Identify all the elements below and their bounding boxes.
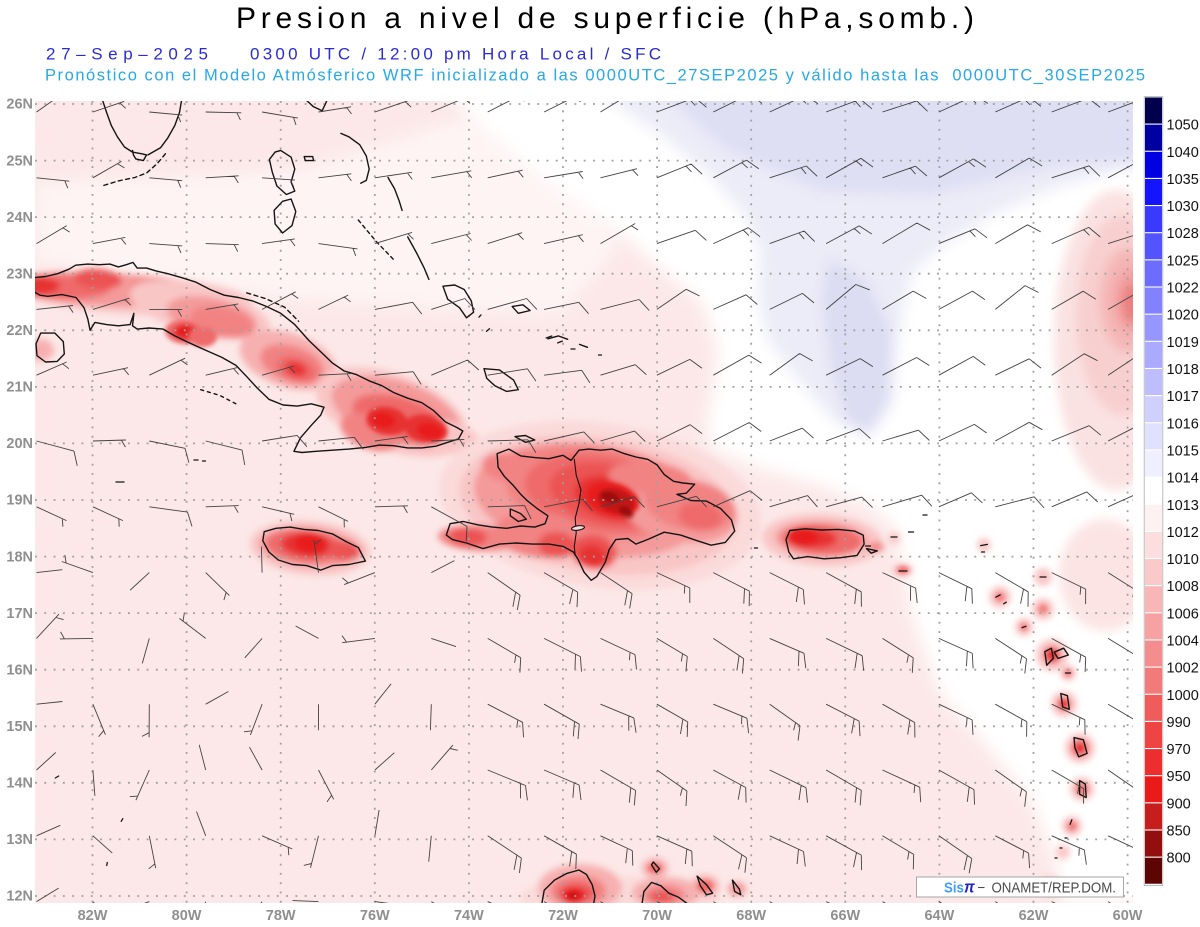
svg-text:25N: 25N: [6, 153, 33, 169]
svg-text:16N: 16N: [6, 662, 33, 678]
svg-text:990: 990: [1167, 715, 1191, 731]
svg-text:76W: 76W: [360, 908, 390, 924]
svg-text:26N: 26N: [6, 97, 33, 113]
svg-text:1012: 1012: [1167, 525, 1199, 541]
svg-text:1002: 1002: [1167, 661, 1199, 677]
svg-text:1010: 1010: [1167, 552, 1199, 568]
svg-text:800: 800: [1167, 851, 1191, 867]
svg-text:18N: 18N: [6, 549, 33, 565]
svg-text:64W: 64W: [924, 908, 954, 924]
svg-text:1019: 1019: [1167, 335, 1199, 351]
svg-text:850: 850: [1167, 824, 1191, 840]
svg-text:1022: 1022: [1167, 281, 1199, 297]
svg-text:21N: 21N: [6, 380, 33, 396]
svg-text:22N: 22N: [6, 323, 33, 339]
svg-text:27–Sep–2025: 27–Sep–2025: [46, 45, 208, 64]
svg-text:Presion a nivel de superficie: Presion a nivel de superficie (hPa,somb.…: [236, 2, 974, 35]
svg-text:1004: 1004: [1167, 634, 1199, 650]
svg-text:78W: 78W: [266, 908, 296, 924]
svg-text:13N: 13N: [6, 832, 33, 848]
svg-text:1008: 1008: [1167, 579, 1199, 595]
svg-text:17N: 17N: [6, 606, 33, 622]
svg-text:24N: 24N: [6, 210, 33, 226]
svg-text:900: 900: [1167, 796, 1191, 812]
svg-text:20N: 20N: [6, 436, 33, 452]
svg-text:82W: 82W: [78, 908, 108, 924]
svg-text:1015: 1015: [1167, 443, 1199, 459]
svg-text:1050: 1050: [1167, 118, 1199, 134]
svg-text:70W: 70W: [642, 908, 672, 924]
svg-text:1016: 1016: [1167, 416, 1199, 432]
svg-text:1025: 1025: [1167, 253, 1199, 269]
svg-text:66W: 66W: [830, 908, 860, 924]
svg-text:12N: 12N: [6, 889, 33, 905]
svg-text:14N: 14N: [6, 776, 33, 792]
svg-text:68W: 68W: [736, 908, 766, 924]
svg-text:1018: 1018: [1167, 362, 1199, 378]
svg-text:Sisπ − ONAMET/REP.DOM.: Sisπ − ONAMET/REP.DOM.: [944, 878, 1116, 897]
svg-text:80W: 80W: [172, 908, 202, 924]
svg-text:970: 970: [1167, 742, 1191, 758]
svg-text:19N: 19N: [6, 493, 33, 509]
svg-text:72W: 72W: [548, 908, 578, 924]
svg-text:60W: 60W: [1113, 908, 1143, 924]
svg-text:1017: 1017: [1167, 389, 1199, 405]
svg-text:1035: 1035: [1167, 172, 1199, 188]
svg-text:1014: 1014: [1167, 471, 1199, 487]
svg-text:1013: 1013: [1167, 498, 1199, 514]
svg-text:74W: 74W: [454, 908, 484, 924]
svg-text:Pronóstico con el Modelo Atmós: Pronóstico con el Modelo Atmósferico WRF…: [45, 67, 1145, 85]
svg-text:1006: 1006: [1167, 606, 1199, 622]
svg-text:62W: 62W: [1019, 908, 1049, 924]
svg-text:1020: 1020: [1167, 308, 1199, 324]
svg-text:950: 950: [1167, 769, 1191, 785]
svg-text:0300 UTC / 12:00 pm Hora Local: 0300 UTC / 12:00 pm Hora Local / SFC: [250, 45, 661, 64]
svg-text:1028: 1028: [1167, 226, 1199, 242]
svg-text:1030: 1030: [1167, 199, 1199, 215]
svg-text:1000: 1000: [1167, 688, 1199, 704]
svg-text:23N: 23N: [6, 266, 33, 282]
svg-text:15N: 15N: [6, 719, 33, 735]
svg-text:1040: 1040: [1167, 145, 1199, 161]
